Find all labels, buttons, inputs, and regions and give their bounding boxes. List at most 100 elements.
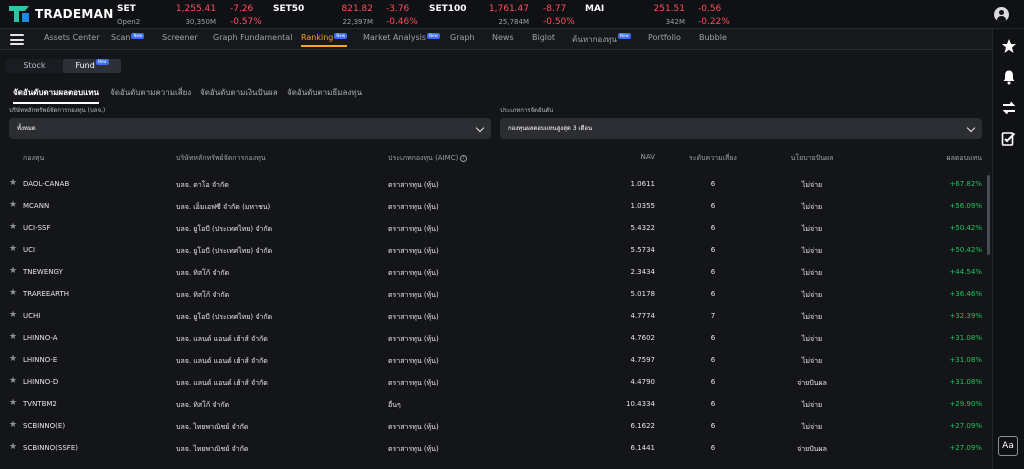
fund-risk-level: 6	[710, 290, 716, 298]
table-scrollbar[interactable]	[987, 175, 990, 255]
table-row[interactable]: ★ LHINNO-A บลจ. แลนด์ แอนด์ เฮ้าส์ จำกัด ตร…	[0, 327, 992, 349]
index-volume: 30,350M	[185, 18, 216, 26]
favorite-star-icon[interactable]: ★	[9, 332, 18, 342]
table-row[interactable]: ★ SCBINNO(SSFE) บลจ. ไทยพาณิชย์ จำกัด ตราสา…	[0, 437, 992, 459]
edit-checklist-icon[interactable]	[1001, 131, 1017, 147]
table-row[interactable]: ★ TNEWENGY บลจ. ทิสโก้ จำกัด ตราสารทุน (หุ้…	[0, 261, 992, 283]
nav-biglot[interactable]: Biglot	[532, 33, 556, 42]
fund-nav: 6.1622	[630, 422, 656, 430]
table-row[interactable]: ★ LHINNO-D บลจ. แลนด์ แอนด์ เฮ้าส์ จำกัด ตร…	[0, 371, 992, 393]
table-row[interactable]: ★ UCHI บลจ. ยูโอบี (ประเทศไทย) จำกัด ตราสาร…	[0, 305, 992, 327]
nav-scan[interactable]: Scan New	[111, 33, 145, 42]
fund-type: ตราสารทุน (หุ้น)	[388, 313, 439, 321]
fund-risk-level: 6	[710, 334, 716, 342]
tab-rank-by-dividend[interactable]: จัดอันดับตามเงินปันผล	[200, 88, 278, 97]
col-company[interactable]: บริษัทหลักทรัพย์จัดการกองทุน	[176, 154, 266, 162]
table-row[interactable]: ★ SCBINNO(E) บลจ. ไทยพาณิชย์ จำกัด ตราสารทุ…	[0, 415, 992, 437]
tab-rank-by-theme[interactable]: จัดอันดับตามธีมลงทุน	[287, 88, 363, 97]
table-row[interactable]: ★ LHINNO-E บลจ. แลนด์ แอนด์ เฮ้าส์ จำกัด ตร…	[0, 349, 992, 371]
index-set[interactable]: SET Open2 1,255.41 30,350M -7.26 -0.57%	[117, 2, 262, 28]
fund-risk-level: 7	[710, 312, 716, 320]
favorite-star-icon[interactable]: ★	[9, 420, 18, 430]
table-row[interactable]: ★ TVNTBM2 บลจ. ทิสโก้ จำกัด อื่นๆ 10.4334 6 ไม…	[0, 393, 992, 415]
fund-company: บลจ. แลนด์ แอนด์ เฮ้าส์ จำกัด	[176, 357, 268, 365]
user-avatar-icon[interactable]	[994, 7, 1009, 22]
tab-rank-by-return[interactable]: จัดอันดับตามผลตอบแทน	[13, 86, 99, 104]
table-row[interactable]: ★ DAOL-CANAB บลจ. ดาโอ จำกัด ตราสารทุน (หุ้…	[0, 173, 992, 195]
table-row[interactable]: ★ UCI บลจ. ยูโอบี (ประเทศไทย) จำกัด ตราสารท…	[0, 239, 992, 261]
segment-fund[interactable]: Fund New	[63, 59, 121, 73]
nav-graph[interactable]: Graph	[450, 33, 475, 42]
index-change: -3.76	[386, 4, 410, 14]
favorite-star-icon[interactable]: ★	[9, 354, 18, 364]
index-percent: -0.46%	[386, 17, 418, 27]
col-nav[interactable]: NAV	[640, 153, 655, 161]
index-change: -8.77	[543, 4, 567, 14]
col-return[interactable]: ผลตอบแทน	[946, 154, 983, 162]
rank-type-select-value: กองทุนผลตอบแทนสูงสุด 3 เดือน	[508, 125, 593, 132]
nav-ranking[interactable]: Ranking New	[301, 33, 348, 47]
table-row[interactable]: ★ MCANN บลจ. เอ็มเอฟซี จำกัด (มหาชน) ตราสาร…	[0, 195, 992, 217]
favorite-star-icon[interactable]: ★	[9, 266, 18, 276]
nav-news[interactable]: News	[492, 33, 514, 42]
favorite-star-icon[interactable]: ★	[9, 200, 18, 210]
col-dividend-policy[interactable]: นโยบายปันผล	[790, 154, 834, 162]
hamburger-menu-icon[interactable]	[10, 34, 24, 45]
index-value: 1,255.41	[175, 4, 216, 14]
fund-return: +50.42%	[949, 246, 982, 254]
fund-nav: 5.5734	[630, 246, 656, 254]
fund-code: UCI	[23, 246, 36, 254]
favorite-star-icon[interactable]: ★	[9, 310, 18, 320]
favorite-star-icon[interactable]: ★	[9, 376, 18, 386]
nav-graph-fundamental[interactable]: Graph Fundamental	[213, 33, 293, 42]
favorite-star-icon[interactable]: ★	[9, 244, 18, 254]
nav-market-analysis[interactable]: Market Analysis New	[363, 33, 440, 42]
bell-icon[interactable]	[1001, 69, 1017, 85]
index-set50[interactable]: SET50 821.82 22,397M -3.76 -0.46%	[273, 2, 418, 28]
new-badge: New	[427, 33, 440, 39]
fund-return: +44.54%	[949, 268, 982, 276]
col-fund[interactable]: กองทุน	[23, 154, 45, 162]
favorite-star-icon[interactable]: ★	[9, 222, 18, 232]
fund-nav: 1.0611	[630, 180, 656, 188]
nav-assets-center[interactable]: Assets Center	[44, 33, 100, 42]
tab-rank-by-risk[interactable]: จัดอันดับตามความเสี่ยง	[110, 88, 192, 97]
favorite-star-icon[interactable]: ★	[9, 442, 18, 452]
fund-nav: 6.1441	[630, 444, 656, 452]
fund-nav: 4.7602	[630, 334, 656, 342]
favorite-star-icon[interactable]: ★	[9, 178, 18, 188]
fund-dividend-policy: ไม่จ่าย	[801, 423, 823, 431]
col-risk-level[interactable]: ระดับความเสี่ยง	[689, 154, 737, 162]
fund-type: ตราสารทุน (หุ้น)	[388, 423, 439, 431]
table-row[interactable]: ★ UCI-SSF บลจ. ยูโอบี (ประเทศไทย) จำกัด ตรา…	[0, 217, 992, 239]
info-icon[interactable]: i	[460, 154, 468, 162]
star-icon[interactable]	[1001, 38, 1017, 54]
font-size-button[interactable]: Aa	[998, 436, 1018, 456]
app-logo[interactable]: TRADEMAN	[8, 5, 114, 23]
chevron-down-icon	[475, 123, 485, 133]
fund-nav: 4.7597	[630, 356, 656, 364]
fund-return: +29.90%	[949, 400, 982, 408]
fund-company: บลจ. ทิสโก้ จำกัด	[176, 401, 230, 409]
table-row[interactable]: ★ TRAREEARTH บลจ. ทิสโก้ จำกัด ตราสารทุน (ห…	[0, 283, 992, 305]
company-select[interactable]: ทั้งหมด	[9, 118, 491, 139]
fund-return: +31.08%	[949, 334, 982, 342]
new-badge: New	[617, 33, 631, 39]
segment-stock[interactable]: Stock	[6, 59, 63, 73]
index-set100[interactable]: SET100 1,761.47 25,784M -8.77 -0.50%	[429, 2, 579, 28]
nav-portfolio[interactable]: Portfolio	[648, 33, 681, 42]
nav-fund-search[interactable]: ค้นหากองทุน New	[572, 33, 631, 46]
rank-type-select[interactable]: กองทุนผลตอบแทนสูงสุด 3 เดือน	[500, 118, 982, 139]
index-mai[interactable]: MAI 251.51 342M -0.56 -0.22%	[585, 2, 735, 28]
favorite-star-icon[interactable]: ★	[9, 398, 18, 408]
nav-market-analysis-label: Market Analysis	[363, 33, 427, 42]
fund-dividend-policy: จ่ายปันผล	[797, 445, 827, 453]
nav-bubble[interactable]: Bubble	[699, 33, 727, 42]
fund-code: DAOL-CANAB	[23, 180, 70, 188]
fund-return: +56.09%	[949, 202, 982, 210]
col-fund-type[interactable]: ประเภทกองทุน (AIMC) i	[388, 153, 468, 164]
fund-nav: 2.3434	[630, 268, 656, 276]
favorite-star-icon[interactable]: ★	[9, 288, 18, 298]
nav-screener[interactable]: Screener	[162, 33, 198, 42]
swap-arrows-icon[interactable]	[1001, 100, 1017, 116]
